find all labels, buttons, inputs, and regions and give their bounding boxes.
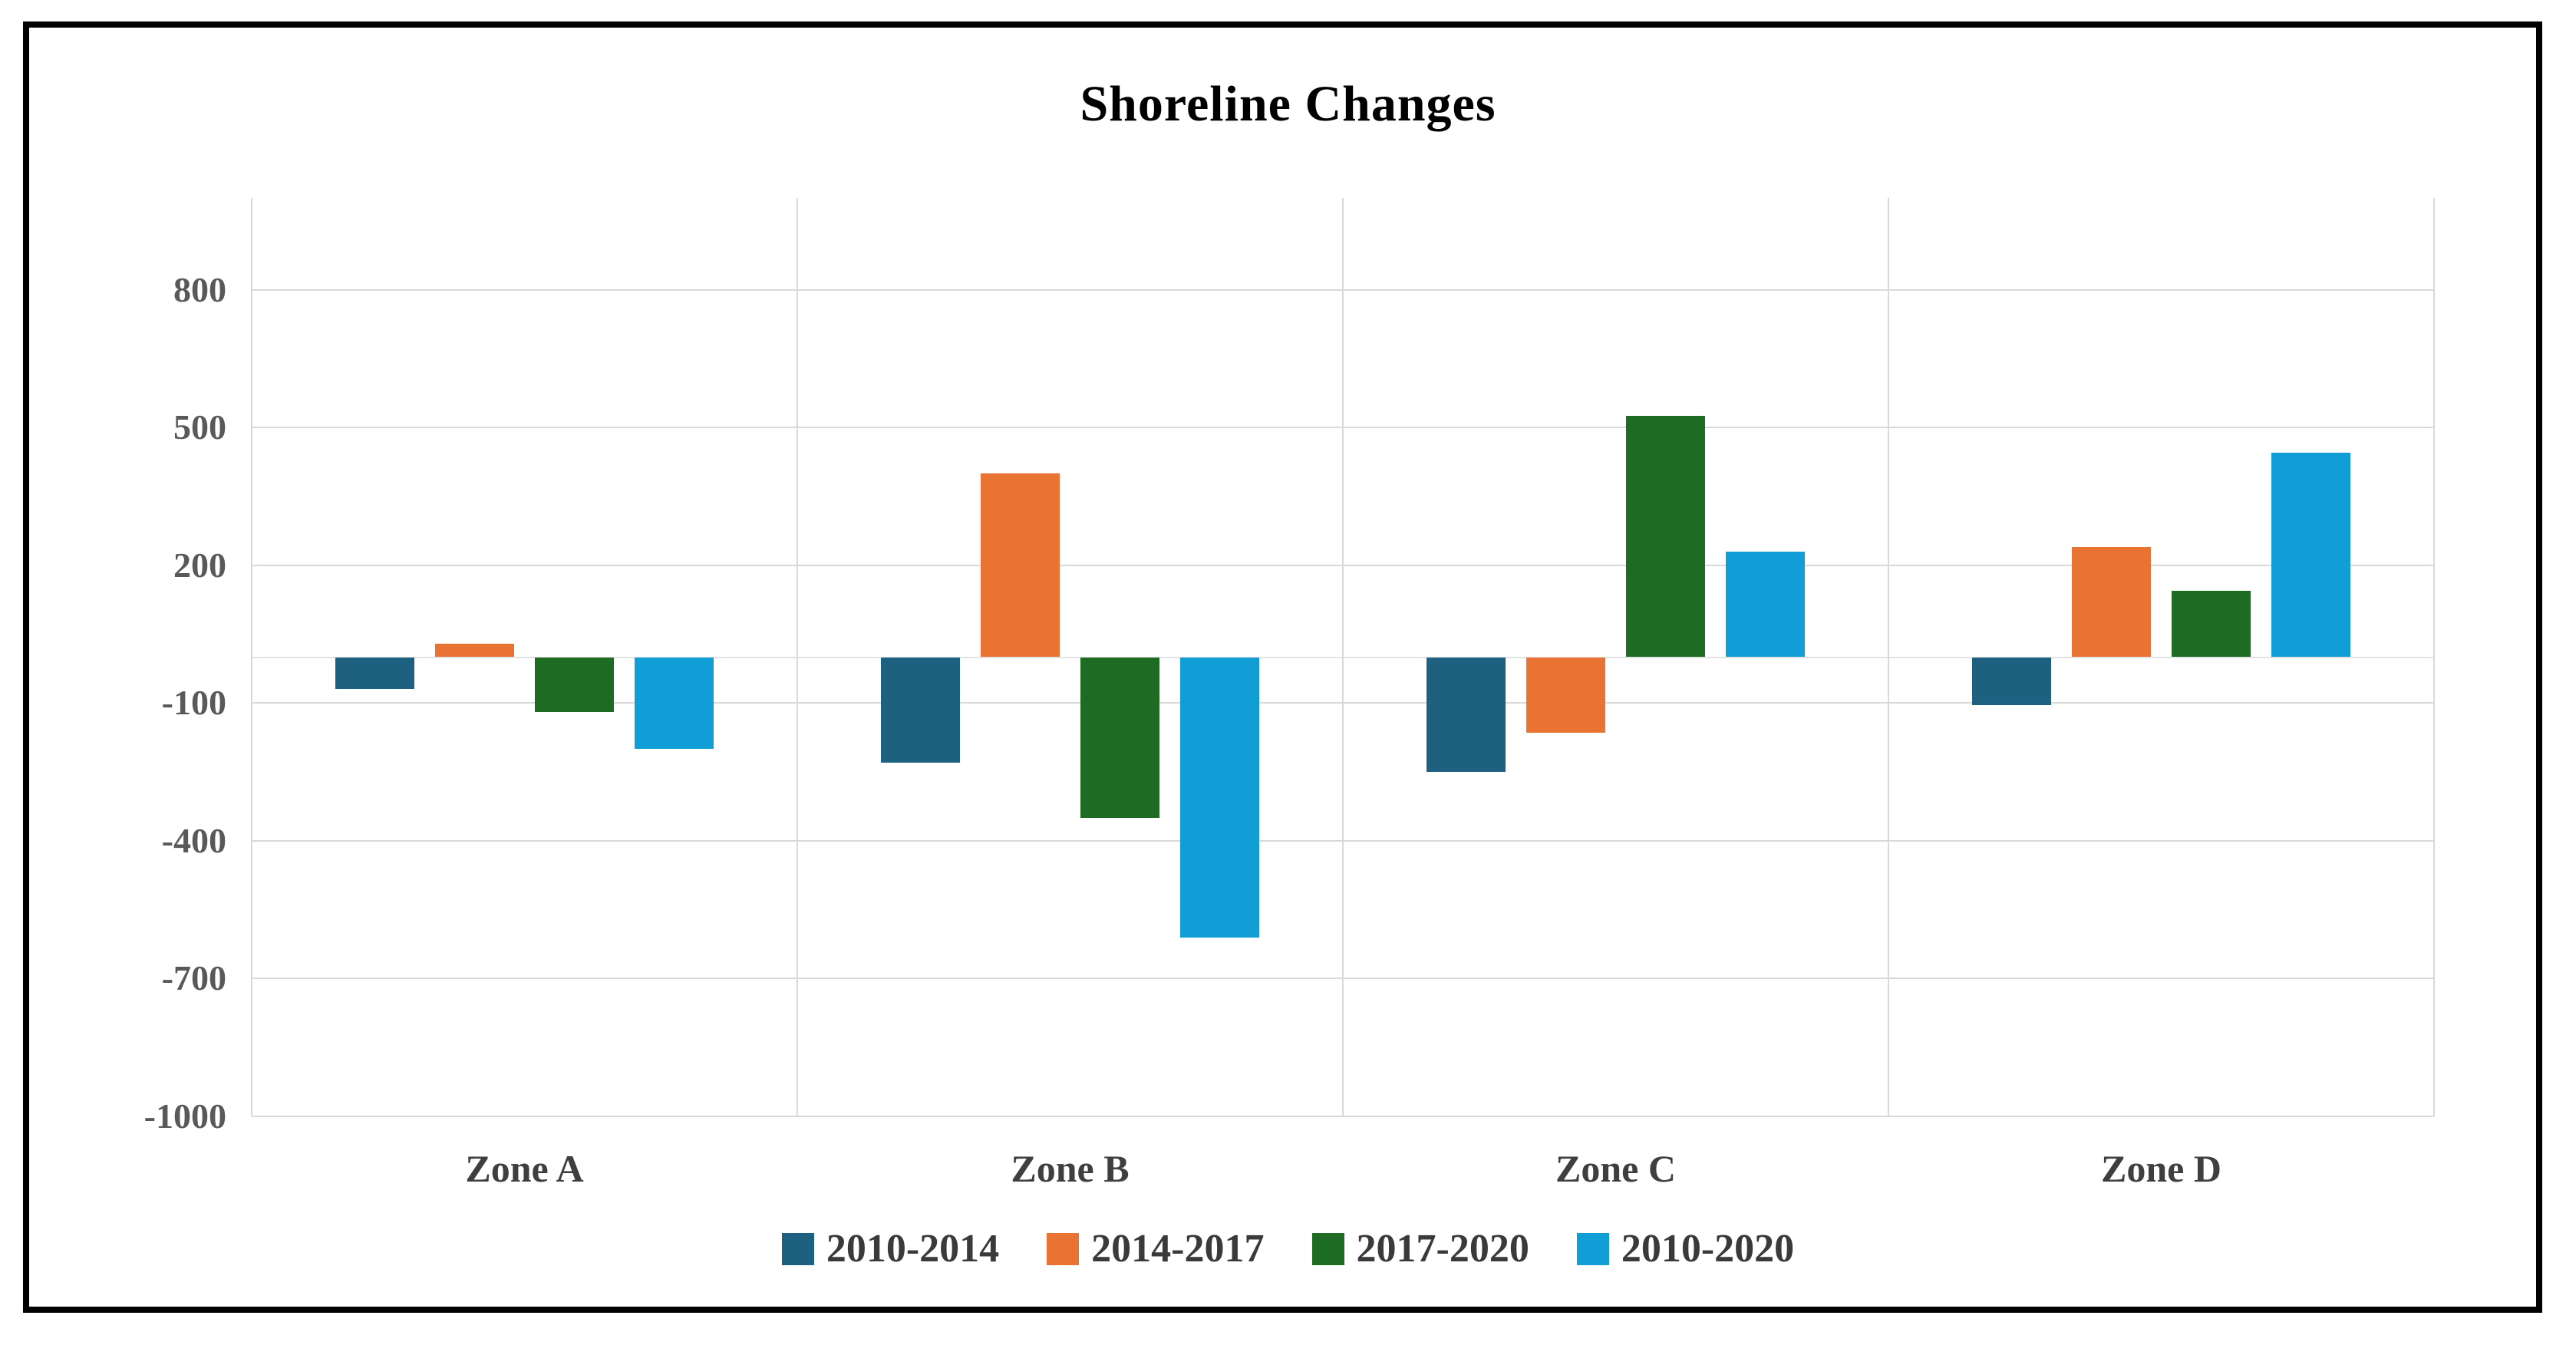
legend-label: 2014-2017 (1091, 1227, 1265, 1271)
bar-zone-d-2017-2020 (2172, 590, 2251, 658)
legend-item-2014-2017: 2014-2017 (1047, 1226, 1265, 1271)
legend-swatch-icon (1047, 1232, 1080, 1265)
y-tick-label--400: -400 (161, 820, 226, 860)
bar-zone-d-2014-2017 (2072, 546, 2151, 658)
legend-label: 2010-2014 (826, 1227, 1000, 1271)
bar-zone-b-2014-2017 (981, 473, 1060, 658)
y-tick-label-500: 500 (173, 407, 226, 447)
legend-swatch-icon (1311, 1232, 1344, 1265)
bar-zone-c-2017-2020 (1626, 416, 1705, 658)
bar-zone-d-2010-2014 (1972, 657, 2051, 706)
bar-zone-d-2010-2020 (2271, 453, 2350, 658)
bar-zone-b-2017-2020 (1080, 657, 1159, 818)
bar-zone-c-2014-2017 (1526, 657, 1605, 733)
chart-title: Shoreline Changes (1080, 76, 1496, 132)
bar-zone-a-2017-2020 (535, 657, 614, 713)
legend-item-2017-2020: 2017-2020 (1311, 1226, 1529, 1271)
plot-area (251, 198, 2435, 1117)
bar-zone-a-2010-2020 (635, 657, 714, 750)
y-tick-label-200: 200 (173, 545, 226, 585)
legend-item-2010-2014: 2010-2014 (781, 1226, 1000, 1271)
legend-swatch-icon (781, 1232, 814, 1265)
category-separator-line (2433, 198, 2435, 1116)
chart-border (23, 21, 2542, 1313)
x-category-label-zone-a: Zone A (465, 1147, 584, 1190)
bar-zone-b-2010-2020 (1180, 657, 1259, 938)
gridline-y--1000 (252, 1116, 2434, 1117)
legend-label: 2010-2020 (1621, 1227, 1795, 1271)
bar-zone-a-2010-2014 (335, 657, 414, 690)
legend: 2010-2014 2014-2017 2017-2020 2010-2020 (0, 1226, 2576, 1271)
x-category-label-zone-c: Zone C (1555, 1147, 1676, 1190)
legend-item-2010-2020: 2010-2020 (1576, 1226, 1795, 1271)
category-separator-line (797, 198, 798, 1116)
y-tick-label-800: 800 (173, 269, 226, 309)
legend-label: 2017-2020 (1356, 1227, 1529, 1271)
y-tick-label--700: -700 (161, 958, 226, 998)
bar-zone-a-2014-2017 (435, 643, 514, 658)
bar-zone-c-2010-2020 (1726, 551, 1805, 658)
legend-swatch-icon (1576, 1232, 1609, 1265)
x-axis-category-labels: Zone A Zone B Zone C Zone D (252, 1146, 2434, 1191)
y-tick-label--100: -100 (161, 683, 226, 723)
bar-zone-c-2010-2014 (1427, 657, 1506, 773)
y-tick-label--1000: -1000 (143, 1096, 226, 1136)
x-category-label-zone-b: Zone B (1011, 1147, 1130, 1190)
category-separator-line (1342, 198, 1344, 1116)
x-category-label-zone-d: Zone D (2101, 1147, 2221, 1190)
y-axis-line (251, 198, 252, 1116)
bar-zone-b-2010-2014 (881, 657, 960, 763)
category-separator-line (1888, 198, 1889, 1116)
